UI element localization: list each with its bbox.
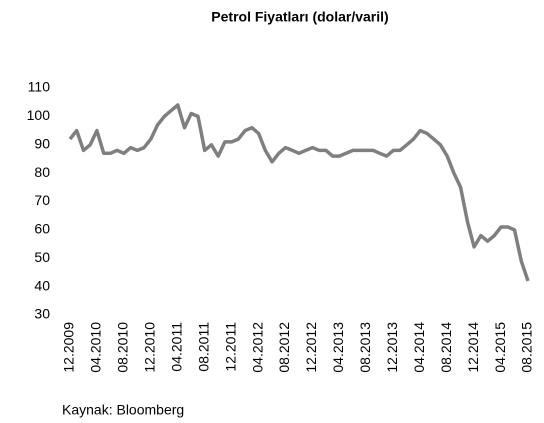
x-tick-label: 04.2012 (249, 322, 265, 373)
y-tick-label: 30 (34, 306, 50, 322)
x-tick-label: 08.2015 (519, 322, 535, 373)
x-tick-label: 08.2012 (276, 322, 292, 373)
x-tick-label: 04.2014 (411, 322, 427, 373)
y-tick-label: 90 (34, 135, 50, 151)
y-tick-label: 70 (34, 192, 50, 208)
x-tick-label: 04.2015 (492, 322, 508, 373)
chart-title: Petrol Fiyatları (dolar/varil) (211, 9, 388, 25)
x-tick-label: 04.2010 (88, 322, 104, 373)
y-tick-label: 110 (28, 79, 51, 95)
x-tick-label: 08.2014 (438, 322, 454, 373)
y-tick-label: 50 (34, 249, 50, 265)
y-tick-label: 80 (34, 164, 50, 180)
x-tick-label: 12.2010 (142, 322, 158, 373)
y-tick-label: 40 (34, 277, 50, 293)
x-tick-label: 04.2013 (330, 322, 346, 373)
x-tick-label: 08.2011 (195, 322, 211, 372)
x-tick-label: 12.2009 (61, 322, 77, 373)
y-tick-label: 100 (27, 107, 51, 123)
y-tick-label: 60 (34, 221, 50, 237)
source-note: Kaynak: Bloomberg (62, 402, 184, 418)
x-tick-label: 08.2010 (115, 322, 131, 373)
x-tick-label: 12.2011 (222, 322, 238, 372)
x-tick-label: 12.2012 (303, 322, 319, 373)
price-line (68, 103, 530, 282)
x-tick-label: 08.2013 (357, 322, 373, 373)
x-tick-label: 12.2013 (384, 322, 400, 373)
x-tick-label: 04.2011 (168, 322, 184, 372)
x-tick-label: 12.2014 (465, 322, 481, 373)
